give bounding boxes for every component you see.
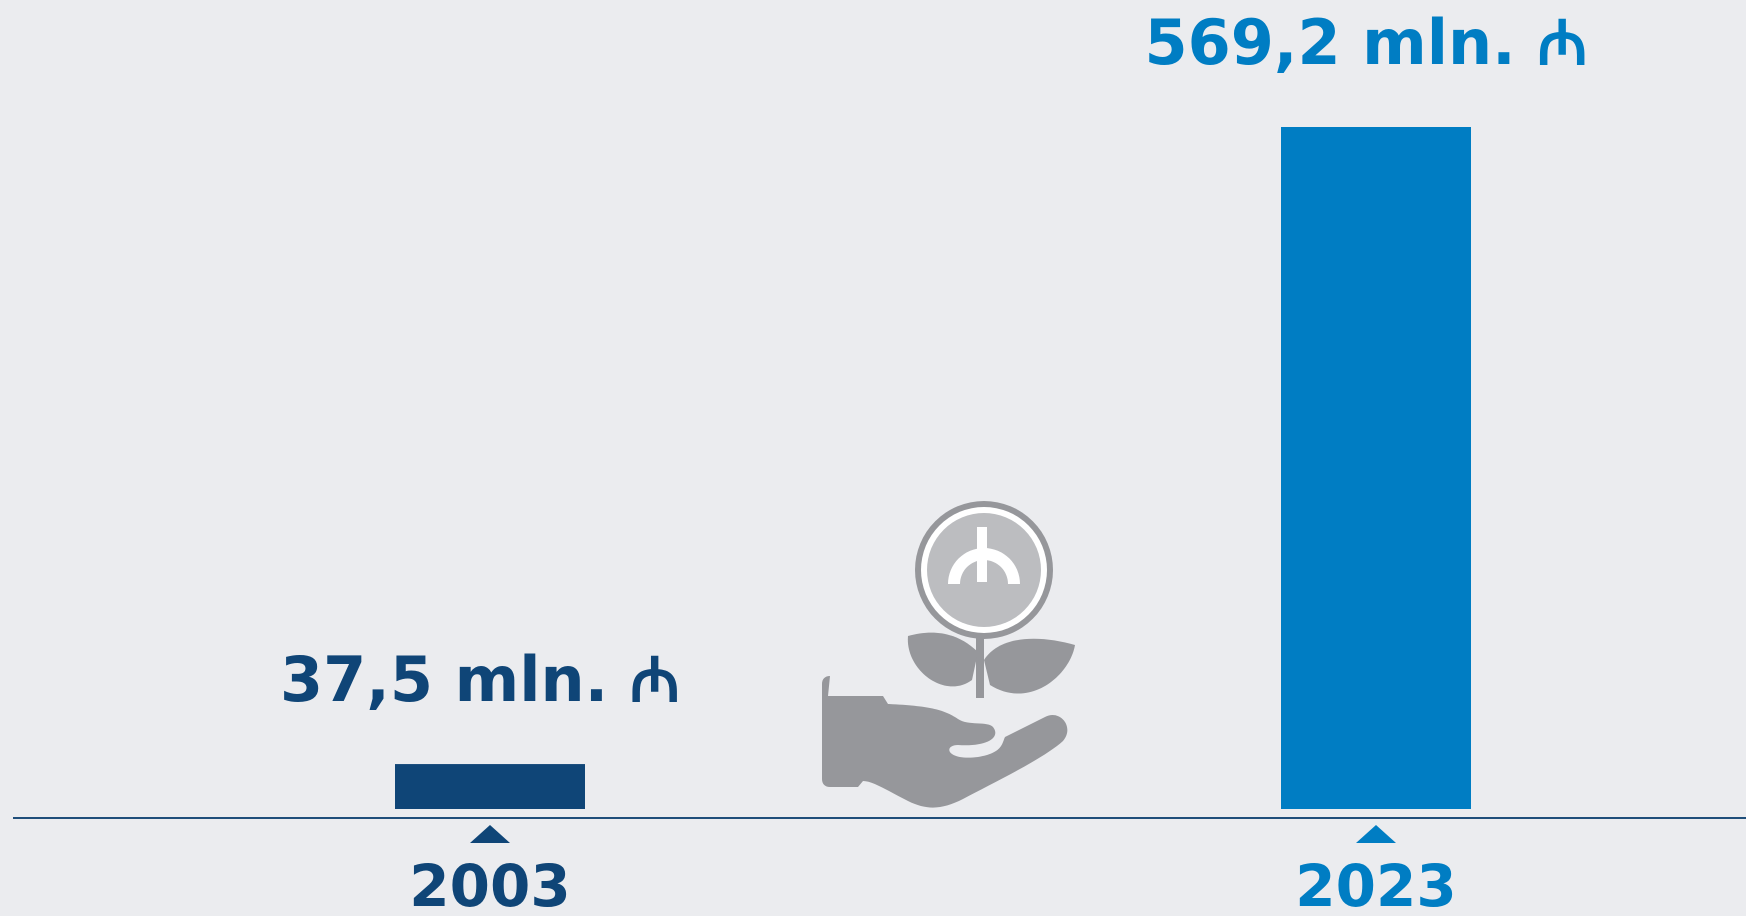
bar [395, 764, 585, 809]
x-tick-label: 2023 [1295, 852, 1456, 916]
tick-marker [1356, 825, 1396, 843]
hand-plant-icon [822, 501, 1075, 808]
bar [1281, 127, 1471, 809]
x-tick-label: 2003 [409, 852, 570, 916]
value-label: 569,2 mln. ₼ [1144, 6, 1587, 79]
value-label: 37,5 mln. ₼ [280, 643, 680, 716]
tick-marker [470, 825, 510, 843]
